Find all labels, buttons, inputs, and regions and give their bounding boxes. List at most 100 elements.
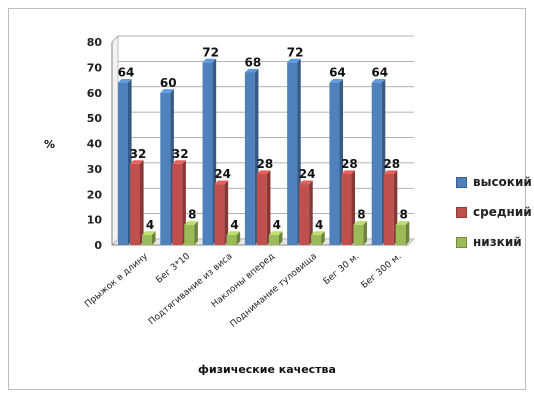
data-label: 24 bbox=[214, 167, 231, 181]
bar-side bbox=[405, 221, 410, 245]
data-label: 28 bbox=[383, 157, 400, 171]
y-tick-label: 80 bbox=[87, 36, 103, 49]
bar bbox=[160, 89, 174, 246]
bar bbox=[130, 160, 144, 245]
bar bbox=[299, 180, 313, 245]
y-tick-label: 60 bbox=[87, 87, 103, 100]
bar-top bbox=[214, 180, 229, 185]
bars bbox=[118, 58, 410, 246]
data-label: 64 bbox=[118, 66, 135, 80]
x-tick-label: Бег 300 м. bbox=[360, 252, 404, 291]
bar bbox=[184, 221, 198, 245]
bar-top bbox=[244, 68, 259, 73]
bar bbox=[142, 231, 156, 245]
bar-front bbox=[371, 82, 382, 245]
x-tick-label: Бег 30 м. bbox=[322, 252, 362, 287]
legend-item: низкий bbox=[456, 232, 532, 252]
bar-top bbox=[353, 221, 368, 225]
y-tick-label: 20 bbox=[87, 188, 103, 201]
bar-top bbox=[184, 221, 198, 225]
bar-top bbox=[341, 170, 356, 174]
bar bbox=[395, 221, 410, 245]
bar-front bbox=[160, 92, 171, 245]
bar-front bbox=[130, 163, 140, 245]
bar-front bbox=[353, 224, 364, 245]
bar bbox=[268, 231, 283, 245]
data-label: 4 bbox=[230, 218, 238, 232]
y-tick-label: 0 bbox=[94, 239, 102, 252]
legend-label: низкий bbox=[473, 235, 522, 249]
bar bbox=[256, 170, 271, 245]
bar bbox=[214, 180, 229, 245]
bar-top bbox=[202, 58, 217, 63]
bar bbox=[226, 231, 241, 245]
bar-front bbox=[383, 173, 394, 245]
bar-side bbox=[266, 170, 271, 245]
y-tick-label: 40 bbox=[87, 138, 103, 151]
bar bbox=[341, 170, 356, 245]
y-tick-label: 70 bbox=[87, 61, 103, 74]
data-label: 4 bbox=[146, 218, 154, 232]
bar-top bbox=[130, 160, 144, 164]
legend-item: высокий bbox=[456, 172, 532, 192]
y-axis-label: % bbox=[44, 138, 56, 151]
data-label: 72 bbox=[202, 45, 219, 59]
bar bbox=[311, 231, 325, 245]
y-tick-label: 50 bbox=[87, 112, 103, 125]
bar-top bbox=[329, 79, 344, 83]
data-label: 32 bbox=[130, 147, 147, 161]
bar-top bbox=[395, 221, 410, 225]
bar-top bbox=[371, 79, 386, 83]
x-tick-label: Прыжок в длину bbox=[83, 251, 150, 310]
legend-swatch bbox=[456, 206, 467, 218]
bar-top bbox=[172, 160, 186, 164]
bar-front bbox=[184, 224, 195, 245]
data-label: 8 bbox=[188, 208, 196, 222]
y-tick-label: 10 bbox=[87, 214, 103, 227]
bar-front bbox=[395, 224, 406, 245]
bar-front bbox=[256, 173, 267, 245]
bar-front bbox=[172, 163, 183, 245]
bar bbox=[353, 221, 368, 245]
bar bbox=[383, 170, 398, 245]
bar-side bbox=[309, 180, 313, 245]
bar-side bbox=[321, 231, 325, 245]
legend: высокий средний низкий bbox=[456, 172, 532, 262]
data-label: 64 bbox=[371, 66, 388, 80]
data-label: 64 bbox=[329, 66, 346, 80]
bar-front bbox=[118, 82, 128, 245]
bar-front bbox=[202, 62, 213, 245]
legend-swatch bbox=[456, 236, 467, 248]
bar-front bbox=[268, 234, 279, 245]
bar-top bbox=[226, 231, 241, 235]
bar-front bbox=[142, 234, 152, 245]
bar-top bbox=[160, 89, 174, 93]
x-axis-label: физические качества bbox=[198, 363, 336, 376]
bar-front bbox=[214, 184, 225, 245]
data-label: 24 bbox=[299, 167, 316, 181]
bar-top bbox=[256, 170, 271, 174]
y-tick-label: 30 bbox=[87, 163, 103, 176]
data-labels: 64 32 4 60 32 8 72 24 4 68 28 4 72 24 4 64 28 8 64 28 8 bbox=[118, 45, 408, 232]
legend-label: высокий bbox=[473, 175, 532, 189]
bar-front bbox=[329, 82, 340, 245]
bar-top bbox=[287, 58, 301, 63]
bar-front bbox=[311, 234, 322, 245]
x-tick-label: Поднимание туловища bbox=[229, 252, 319, 330]
bar-top bbox=[383, 170, 398, 174]
data-label: 8 bbox=[357, 208, 365, 222]
bar-front bbox=[244, 72, 255, 245]
legend-swatch bbox=[456, 176, 467, 188]
data-label: 4 bbox=[315, 218, 323, 232]
legend-label: средний bbox=[473, 205, 532, 219]
x-tick-label: Подтягивание из виса bbox=[147, 252, 234, 328]
bar-front bbox=[341, 173, 352, 245]
data-label: 4 bbox=[273, 218, 281, 232]
bar-side bbox=[363, 221, 368, 245]
bar-top bbox=[142, 231, 156, 235]
y-tick-labels: 0 10 20 30 40 50 60 70 80 bbox=[87, 36, 103, 252]
bar bbox=[118, 79, 132, 245]
bar-front bbox=[226, 234, 237, 245]
